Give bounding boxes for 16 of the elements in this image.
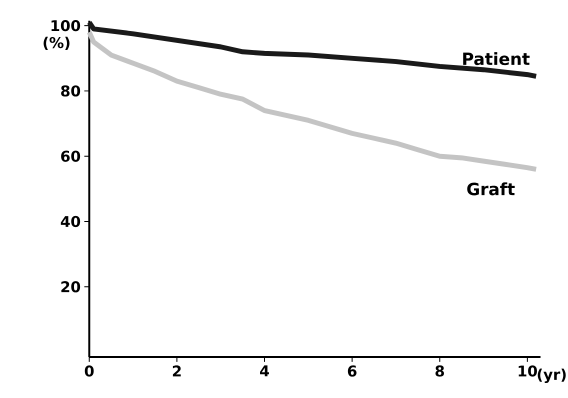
line-series — [86, 30, 539, 172]
x-tick-label: 0 — [84, 366, 94, 377]
x-tick-label: 2 — [172, 366, 181, 377]
x-tick-label: 8 — [435, 366, 444, 377]
series-label: Graft — [467, 182, 515, 196]
x-tick-label: 4 — [260, 366, 269, 376]
y-tick-label: 60 — [61, 150, 80, 162]
x-tick-label: 6 — [348, 366, 356, 377]
y-tick-label: 80 — [61, 85, 80, 97]
y-tick-label: 40 — [60, 216, 80, 228]
x-tick-label: 10 — [518, 366, 537, 377]
series-label: Patient — [463, 52, 530, 66]
x-axis-title: (yr) — [538, 368, 566, 384]
y-tick-label: 100 — [52, 20, 80, 32]
y-axis-title: (%) — [44, 36, 70, 50]
y-tick-label: 20 — [61, 281, 80, 293]
